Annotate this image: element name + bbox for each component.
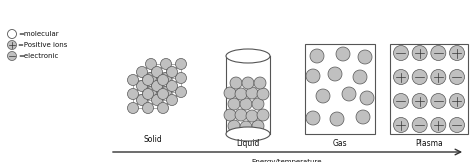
Circle shape bbox=[143, 88, 154, 99]
Circle shape bbox=[310, 49, 324, 63]
Ellipse shape bbox=[226, 127, 270, 141]
Circle shape bbox=[235, 109, 247, 121]
Circle shape bbox=[257, 88, 269, 100]
Circle shape bbox=[242, 77, 254, 89]
Circle shape bbox=[152, 94, 163, 105]
Circle shape bbox=[449, 46, 465, 60]
Circle shape bbox=[175, 58, 186, 69]
Circle shape bbox=[152, 66, 163, 77]
Text: =molecular: =molecular bbox=[18, 31, 59, 37]
Circle shape bbox=[252, 98, 264, 110]
Circle shape bbox=[224, 87, 236, 99]
Circle shape bbox=[137, 81, 147, 92]
Circle shape bbox=[412, 46, 427, 60]
Circle shape bbox=[157, 88, 168, 99]
Circle shape bbox=[393, 117, 409, 133]
Circle shape bbox=[393, 69, 409, 85]
Text: Liquid: Liquid bbox=[237, 139, 260, 149]
Circle shape bbox=[143, 103, 154, 114]
Circle shape bbox=[152, 81, 163, 92]
Circle shape bbox=[412, 93, 427, 109]
Text: =Positive ions: =Positive ions bbox=[18, 42, 68, 48]
Circle shape bbox=[336, 47, 350, 61]
Circle shape bbox=[161, 87, 172, 98]
Circle shape bbox=[8, 40, 17, 50]
Text: Energy/temperature: Energy/temperature bbox=[252, 159, 322, 162]
Circle shape bbox=[431, 117, 446, 133]
Circle shape bbox=[166, 94, 177, 105]
Circle shape bbox=[166, 66, 177, 77]
Bar bbox=[305, 44, 375, 134]
Circle shape bbox=[316, 89, 330, 103]
Circle shape bbox=[224, 109, 236, 121]
Circle shape bbox=[431, 46, 446, 60]
Circle shape bbox=[254, 77, 266, 89]
Circle shape bbox=[128, 88, 138, 99]
Circle shape bbox=[328, 67, 342, 81]
Ellipse shape bbox=[226, 49, 270, 63]
Circle shape bbox=[240, 98, 252, 110]
Circle shape bbox=[356, 110, 370, 124]
Circle shape bbox=[246, 110, 258, 122]
Circle shape bbox=[137, 66, 147, 77]
Circle shape bbox=[137, 94, 147, 105]
Circle shape bbox=[306, 69, 320, 83]
Text: Plasma: Plasma bbox=[415, 139, 443, 149]
Circle shape bbox=[228, 98, 240, 110]
Circle shape bbox=[240, 121, 252, 133]
Circle shape bbox=[306, 111, 320, 125]
Circle shape bbox=[128, 103, 138, 114]
Bar bbox=[390, 44, 468, 134]
Circle shape bbox=[128, 75, 138, 86]
Circle shape bbox=[360, 91, 374, 105]
Circle shape bbox=[330, 112, 344, 126]
Circle shape bbox=[449, 117, 465, 133]
Circle shape bbox=[8, 29, 17, 39]
Circle shape bbox=[175, 87, 186, 98]
Circle shape bbox=[393, 93, 409, 109]
Circle shape bbox=[230, 77, 242, 89]
Circle shape bbox=[146, 87, 156, 98]
Circle shape bbox=[143, 75, 154, 86]
Circle shape bbox=[353, 70, 367, 84]
Circle shape bbox=[146, 73, 156, 83]
Circle shape bbox=[175, 73, 186, 83]
Circle shape bbox=[342, 87, 356, 101]
Circle shape bbox=[257, 109, 269, 121]
Circle shape bbox=[235, 88, 247, 100]
Circle shape bbox=[246, 87, 258, 99]
Text: Gas: Gas bbox=[333, 139, 347, 149]
Circle shape bbox=[412, 69, 427, 85]
Circle shape bbox=[412, 117, 427, 133]
Text: Solid: Solid bbox=[143, 135, 162, 145]
Circle shape bbox=[393, 46, 409, 60]
Circle shape bbox=[157, 75, 168, 86]
Circle shape bbox=[358, 50, 372, 64]
Circle shape bbox=[161, 73, 172, 83]
Circle shape bbox=[8, 52, 17, 60]
Circle shape bbox=[449, 69, 465, 85]
Circle shape bbox=[431, 93, 446, 109]
Circle shape bbox=[157, 103, 168, 114]
Circle shape bbox=[449, 93, 465, 109]
Circle shape bbox=[228, 120, 240, 132]
Circle shape bbox=[166, 81, 177, 92]
Circle shape bbox=[161, 58, 172, 69]
Circle shape bbox=[146, 58, 156, 69]
Circle shape bbox=[431, 69, 446, 85]
Text: =electronic: =electronic bbox=[18, 53, 59, 59]
Circle shape bbox=[252, 120, 264, 132]
